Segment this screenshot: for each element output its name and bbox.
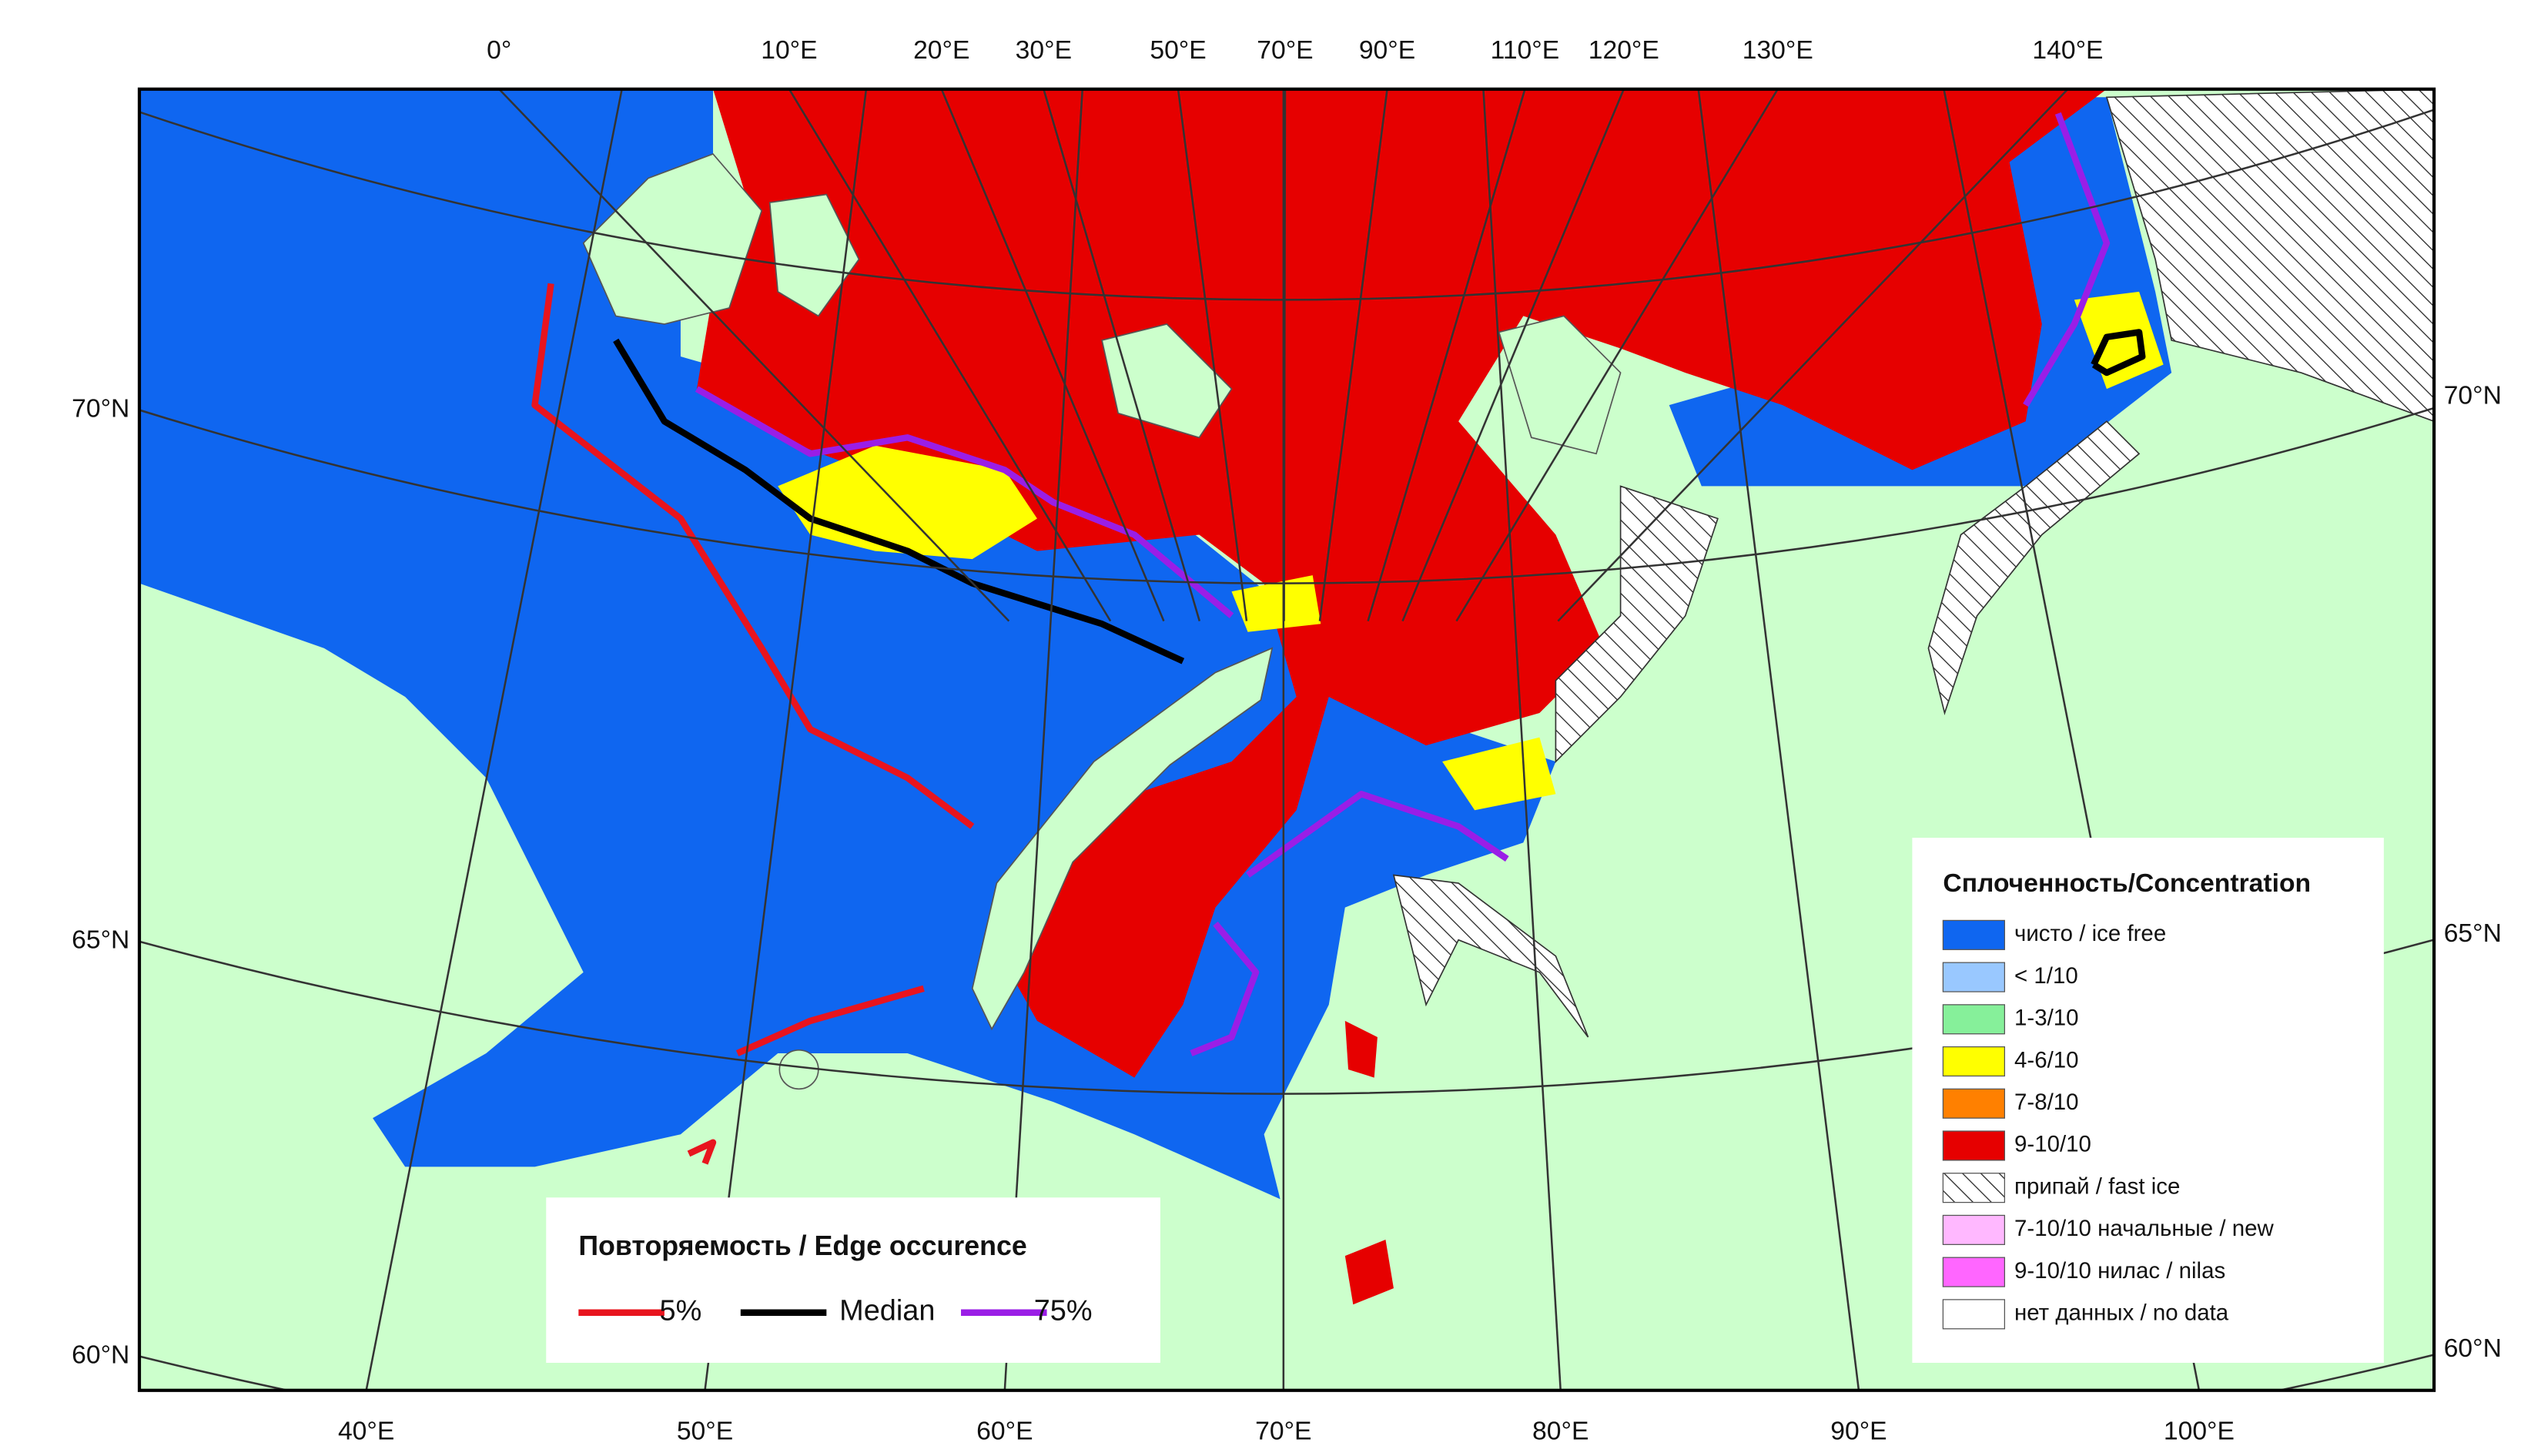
legend-items: чисто / ice free < 1/10 1-3/10 4-6/10 7-8/10… xyxy=(1942,919,2274,1330)
sea-ice xyxy=(1344,1240,1394,1305)
legend-label: 9-10/10 нилас / nilas xyxy=(2014,1258,2225,1284)
island xyxy=(778,1049,819,1090)
map-frame xyxy=(137,87,2436,1392)
edge-line xyxy=(687,1139,717,1165)
bottom-label: 80°E xyxy=(1532,1417,1589,1445)
meridian xyxy=(940,89,1165,622)
sea-ice-4-6 xyxy=(1231,575,1321,632)
legend-swatch xyxy=(1942,1088,2006,1119)
left-label: 60°N xyxy=(72,1341,129,1369)
meridian xyxy=(1401,89,1625,622)
legend-swatch xyxy=(1942,1004,2006,1035)
top-label: 30°E xyxy=(1016,36,1072,65)
edge-line xyxy=(695,386,1234,618)
legend-swatch xyxy=(1942,962,2006,992)
meridian xyxy=(1482,89,1562,1391)
fast-ice xyxy=(1392,874,1589,1038)
severnaya-zemlya xyxy=(1498,315,1622,455)
edge-line xyxy=(1246,791,1509,878)
top-label: 140°E xyxy=(2032,36,2103,65)
right-label: 70°N xyxy=(2444,382,2502,410)
legend-label: припай / fast ice xyxy=(2014,1173,2180,1199)
bottom-label: 100°E xyxy=(2164,1417,2235,1445)
legend-swatch xyxy=(1942,1299,2006,1330)
legend-box xyxy=(546,1197,1160,1363)
meridian xyxy=(1283,89,1287,621)
legend-title: Повторяемость / Edge occurence xyxy=(578,1230,1026,1261)
legend-label: нет данных / no data xyxy=(2014,1300,2229,1326)
right-label: 65°N xyxy=(2444,919,2502,948)
top-label: 120°E xyxy=(1589,36,1659,65)
legend-label: Median xyxy=(839,1295,935,1327)
meridian xyxy=(1318,89,1388,621)
sea-ice xyxy=(1344,1020,1378,1078)
legend-swatch xyxy=(1942,1173,2006,1203)
top-label: 50°E xyxy=(1150,36,1206,65)
graticule-labels: 0° 10°E 20°E 30°E 50°E 70°E 90°E 110°E 120°E 130°… xyxy=(72,36,2502,1445)
bottom-label: 60°E xyxy=(976,1417,1033,1445)
left-label: 65°N xyxy=(72,926,129,955)
meridian xyxy=(365,89,623,1391)
bottom-label: 70°E xyxy=(1255,1417,1311,1445)
meridian xyxy=(1455,89,1779,622)
legend-label: 7-8/10 xyxy=(2014,1089,2079,1115)
bottom-label: 40°E xyxy=(338,1417,394,1445)
meridian xyxy=(1697,89,1860,1391)
meridian xyxy=(1367,89,1526,621)
meridian xyxy=(1557,89,2070,622)
edge-line xyxy=(531,283,975,829)
sea-ice-4-6 xyxy=(1442,737,1556,811)
sea-ice xyxy=(696,89,2107,1078)
bottom-label: 50°E xyxy=(677,1417,733,1445)
franz-josef-land xyxy=(768,193,860,317)
legend-label: < 1/10 xyxy=(2014,963,2078,989)
legend-swatch xyxy=(1942,1214,2006,1245)
fast-ice xyxy=(1555,485,1719,764)
edge-line xyxy=(735,985,925,1056)
novaya-zemlya xyxy=(971,647,1274,1031)
right-label: 60°N xyxy=(2444,1334,2502,1363)
legend-label: 4-6/10 xyxy=(2014,1047,2079,1073)
legend-items: 5% Median 75% xyxy=(578,1295,1093,1327)
top-label: 130°E xyxy=(1743,36,1813,65)
top-label: 70°E xyxy=(1257,36,1313,65)
top-label: 90°E xyxy=(1359,36,1415,65)
legend-label: 75% xyxy=(1034,1295,1093,1327)
legend-label: 9-10/10 xyxy=(2014,1132,2091,1157)
fast-ice xyxy=(2105,89,2435,423)
top-label: 110°E xyxy=(1491,36,1560,65)
edge-legend: Повторяемость / Edge occurence 5% Median 7… xyxy=(546,1197,1160,1363)
legend-swatch xyxy=(1942,1257,2006,1287)
meridian xyxy=(497,89,1010,622)
legend-title: Сплоченность/Concentration xyxy=(1943,869,2311,898)
edge-line xyxy=(1190,921,1260,1056)
left-label: 70°N xyxy=(72,394,129,423)
legend-label: 7-10/10 начальные / new xyxy=(2014,1216,2274,1241)
legend-swatch xyxy=(1942,1130,2006,1161)
legend-label: 5% xyxy=(660,1295,702,1327)
meridian xyxy=(1177,89,1248,621)
edge-line xyxy=(613,338,1185,664)
legend-swatch xyxy=(1942,919,2006,950)
edge-lines xyxy=(531,112,2146,1165)
legend-label: чисто / ice free xyxy=(2014,921,2166,946)
legend-label: 1-3/10 xyxy=(2014,1006,2079,1031)
meridian xyxy=(788,89,1112,622)
sea-ice-4-6 xyxy=(2074,291,2164,390)
top-label: 20°E xyxy=(913,36,969,65)
concentration-legend: Сплоченность/Concentration чисто / ice f… xyxy=(1912,838,2384,1363)
edge-line xyxy=(2091,329,2146,377)
bottom-label: 90°E xyxy=(1830,1417,1886,1445)
top-label: 10°E xyxy=(761,36,817,65)
meridian xyxy=(1043,89,1201,621)
top-label: 0° xyxy=(487,36,511,65)
fast-ice xyxy=(1927,420,2141,716)
island xyxy=(1101,323,1233,439)
edge-line xyxy=(2023,112,2111,407)
legend-swatch xyxy=(1942,1046,2006,1077)
